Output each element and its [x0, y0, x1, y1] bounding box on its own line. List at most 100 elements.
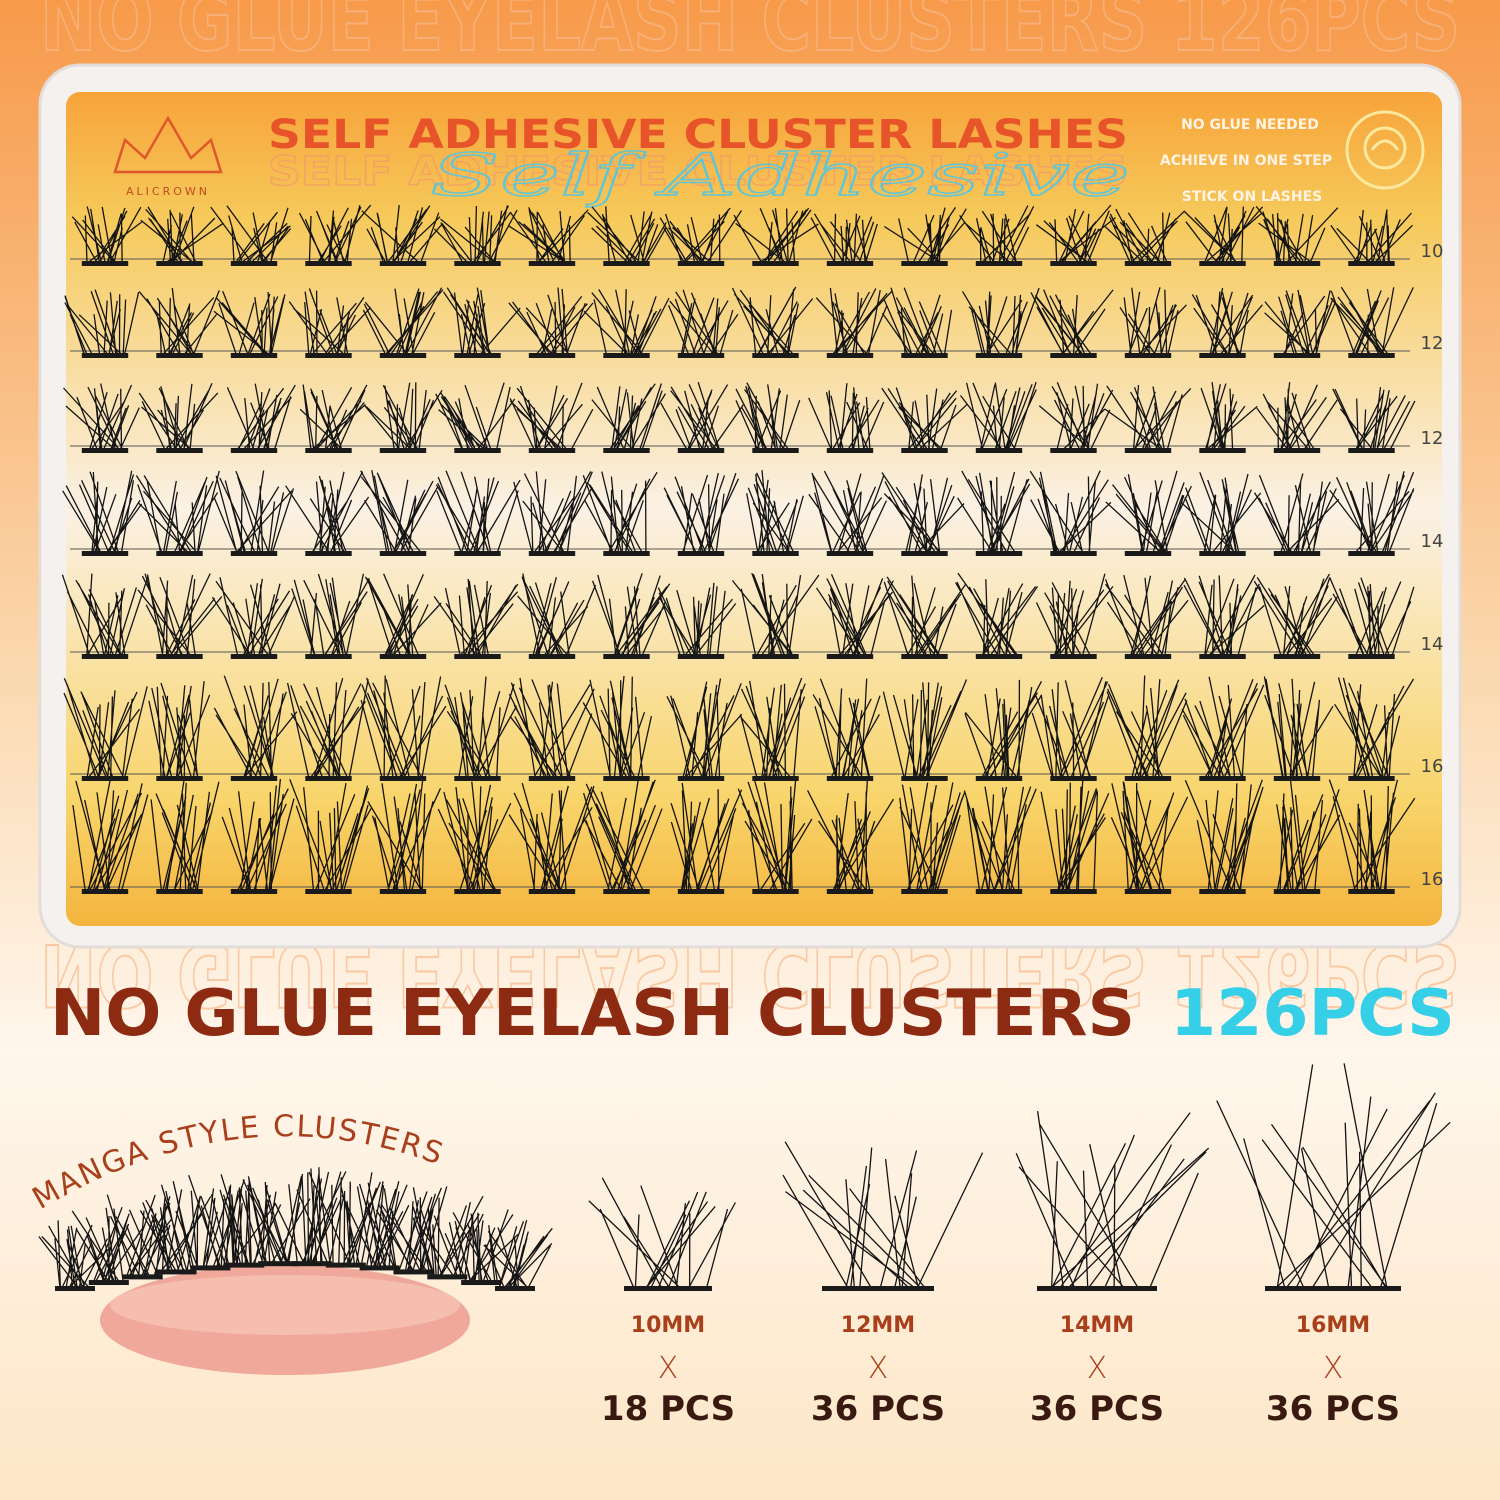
size-length: 14MM	[1060, 1313, 1134, 1338]
lash-band	[379, 448, 427, 453]
lash-cluster	[1038, 382, 1114, 453]
size-item: 10MM X18 PCS	[588, 1177, 736, 1429]
script-title: Self Adhesive	[430, 141, 1130, 209]
lash-band	[901, 776, 948, 781]
lash-band	[677, 448, 725, 453]
lash-cluster	[1329, 577, 1415, 659]
lash-cluster	[666, 678, 743, 781]
lash-cluster	[513, 471, 593, 556]
lash-band	[1348, 776, 1395, 781]
row-label: 16	[1421, 869, 1444, 890]
lash-band	[305, 353, 352, 358]
lash-cluster	[211, 577, 296, 659]
lash-band	[826, 654, 874, 659]
lash-cluster	[1106, 675, 1188, 781]
lash-band	[1199, 448, 1246, 453]
badge: NO GLUE NEEDED	[1181, 117, 1319, 133]
row-label: 10	[1421, 241, 1444, 262]
eye-lashes	[38, 1167, 553, 1291]
lash-band	[461, 1280, 502, 1286]
lash-band	[752, 654, 799, 659]
lash-cluster	[782, 1141, 984, 1291]
lash-band	[1273, 889, 1321, 894]
lash-cluster	[883, 575, 967, 659]
lash-band	[454, 551, 501, 556]
lash-band	[427, 1274, 468, 1280]
lash-cluster	[240, 1173, 311, 1266]
lash-band	[258, 1261, 299, 1267]
lash-cluster	[1104, 208, 1185, 266]
lash-cluster	[435, 382, 516, 453]
lash-band	[528, 776, 576, 781]
lash-band	[156, 1269, 197, 1275]
size-item: 14MM X36 PCS	[1015, 1111, 1210, 1429]
size-length: 10MM	[631, 1313, 705, 1338]
lash-cluster	[361, 205, 443, 266]
eye-pad-top	[110, 1275, 460, 1335]
lash-cluster	[1255, 205, 1339, 266]
lash-band	[81, 261, 129, 266]
lash-cluster	[962, 287, 1040, 358]
lash-band	[379, 261, 427, 266]
lash-band	[826, 551, 874, 556]
brand-logo	[113, 115, 223, 174]
lash-band	[752, 551, 799, 556]
lash-band	[156, 654, 203, 659]
row-label: 12	[1421, 333, 1444, 354]
size-times: X	[1323, 1351, 1344, 1386]
lash-cluster	[1104, 384, 1192, 453]
lash-cluster	[286, 678, 369, 781]
lash-band	[1124, 353, 1172, 358]
lash-cluster	[959, 205, 1035, 266]
lash-band	[901, 261, 948, 266]
lash-cluster	[135, 470, 220, 556]
lash-band	[230, 551, 278, 556]
lash-cluster	[299, 384, 368, 453]
lash-cluster	[1276, 780, 1341, 894]
lash-band	[379, 551, 427, 556]
lash-cluster	[657, 582, 737, 659]
lash-band	[230, 448, 278, 453]
lash-cluster	[663, 472, 740, 556]
lash-cluster	[71, 206, 142, 266]
lash-cluster	[660, 382, 744, 453]
lash-band	[393, 1269, 434, 1275]
row-label: 12	[1421, 428, 1444, 449]
lash-band	[305, 551, 352, 556]
lash-cluster	[213, 675, 298, 781]
lash-band	[603, 654, 650, 659]
lash-cluster	[731, 286, 814, 358]
lash-band	[81, 776, 129, 781]
lash-band	[528, 551, 576, 556]
lash-band	[1273, 261, 1321, 266]
lash-cluster	[63, 678, 148, 781]
lash-row: 14	[61, 572, 1443, 659]
lash-band	[677, 353, 725, 358]
lash-band	[1199, 551, 1246, 556]
lash-band	[325, 1262, 366, 1268]
lash-band	[1037, 1286, 1157, 1291]
lash-band	[156, 448, 203, 453]
lash-band	[603, 551, 650, 556]
lash-cluster	[591, 573, 671, 659]
lash-band	[230, 776, 278, 781]
lash-cluster	[367, 779, 442, 894]
lash-band	[528, 654, 576, 659]
lash-cluster	[1332, 387, 1416, 453]
lash-cluster	[881, 287, 953, 358]
headline: NO GLUE EYELASH CLUSTERS	[50, 977, 1135, 1051]
lash-band	[677, 776, 725, 781]
lash-cluster	[213, 470, 295, 556]
lash-cluster	[1180, 472, 1262, 556]
lash-cluster	[582, 675, 653, 781]
lash-cluster	[435, 470, 521, 556]
lash-cluster	[1015, 1111, 1210, 1291]
lash-cluster	[1105, 470, 1192, 556]
lash-band	[454, 353, 501, 358]
lash-cluster	[71, 1206, 143, 1285]
lash-band	[495, 1286, 535, 1291]
lash-band	[156, 261, 203, 266]
lash-cluster	[61, 573, 149, 659]
watermark: NO GLUE EYELASH CLUSTERS 126PCS	[40, 0, 1460, 71]
row-label: 16	[1421, 756, 1444, 777]
